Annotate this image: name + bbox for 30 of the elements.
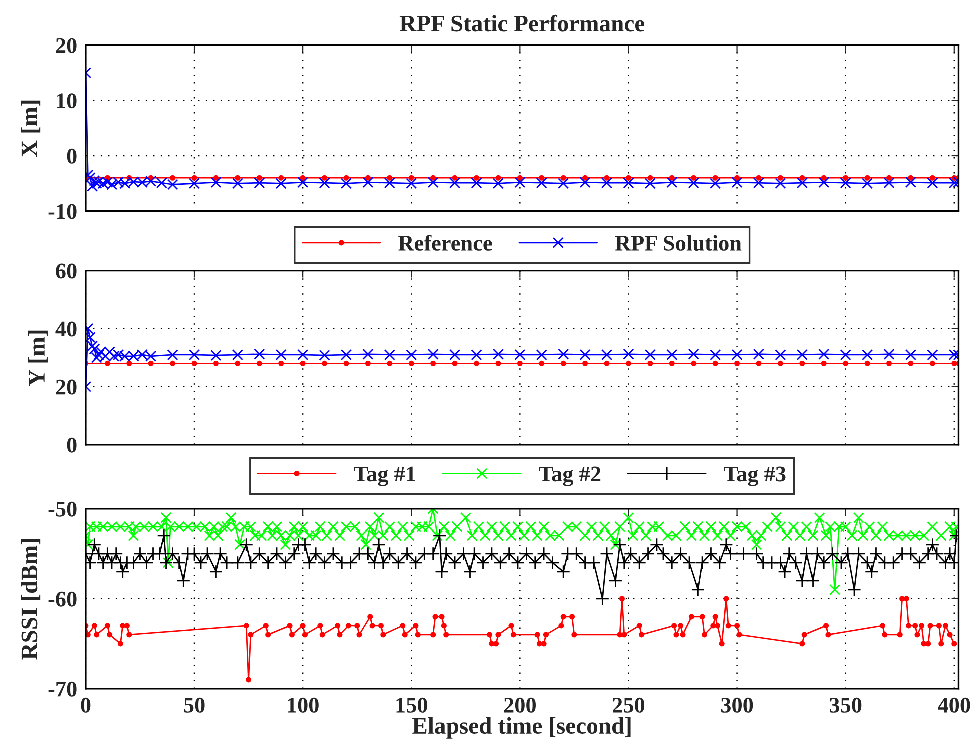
x-tick-label: 200 bbox=[504, 698, 536, 713]
x-tick-label: 150 bbox=[396, 698, 428, 713]
x-tick-label: 300 bbox=[721, 698, 754, 713]
legend-label: Reference bbox=[398, 235, 492, 251]
y-tick-label: 0 bbox=[67, 148, 77, 164]
y-tick-label: -50 bbox=[48, 502, 77, 517]
legend-label: RPF Solution bbox=[615, 235, 742, 251]
chart-title: RPF Static Performance bbox=[400, 14, 645, 32]
x-tick-label: 400 bbox=[938, 698, 970, 713]
y-tick-label: 20 bbox=[56, 380, 77, 395]
y-tick-label: -70 bbox=[48, 682, 77, 697]
y-tick-label: 10 bbox=[57, 94, 77, 109]
legend-label: Tag #1 bbox=[354, 466, 416, 486]
y-tick-label: 40 bbox=[56, 322, 77, 337]
y-axis-title: Y [m] bbox=[28, 330, 48, 386]
y-axis-title: X [m] bbox=[21, 100, 41, 158]
x-tick-label: 0 bbox=[81, 698, 91, 713]
x-tick-label: 100 bbox=[288, 698, 319, 713]
x-tick-label: 350 bbox=[830, 698, 862, 713]
y-axis-title: RSSI [dBm] bbox=[21, 539, 41, 660]
y-tick-label: -60 bbox=[48, 592, 77, 607]
x-axis-title: Elapsed time [second] bbox=[412, 717, 631, 739]
legend-label: Tag #3 bbox=[724, 466, 786, 486]
y-tick-label: 0 bbox=[67, 438, 77, 453]
y-tick-label: 60 bbox=[56, 264, 77, 279]
x-tick-label: 50 bbox=[184, 698, 205, 713]
legend-label: Tag #2 bbox=[539, 466, 601, 486]
x-tick-label: 250 bbox=[612, 698, 645, 713]
y-tick-label: 20 bbox=[56, 38, 77, 54]
y-tick-label: -10 bbox=[48, 204, 77, 220]
